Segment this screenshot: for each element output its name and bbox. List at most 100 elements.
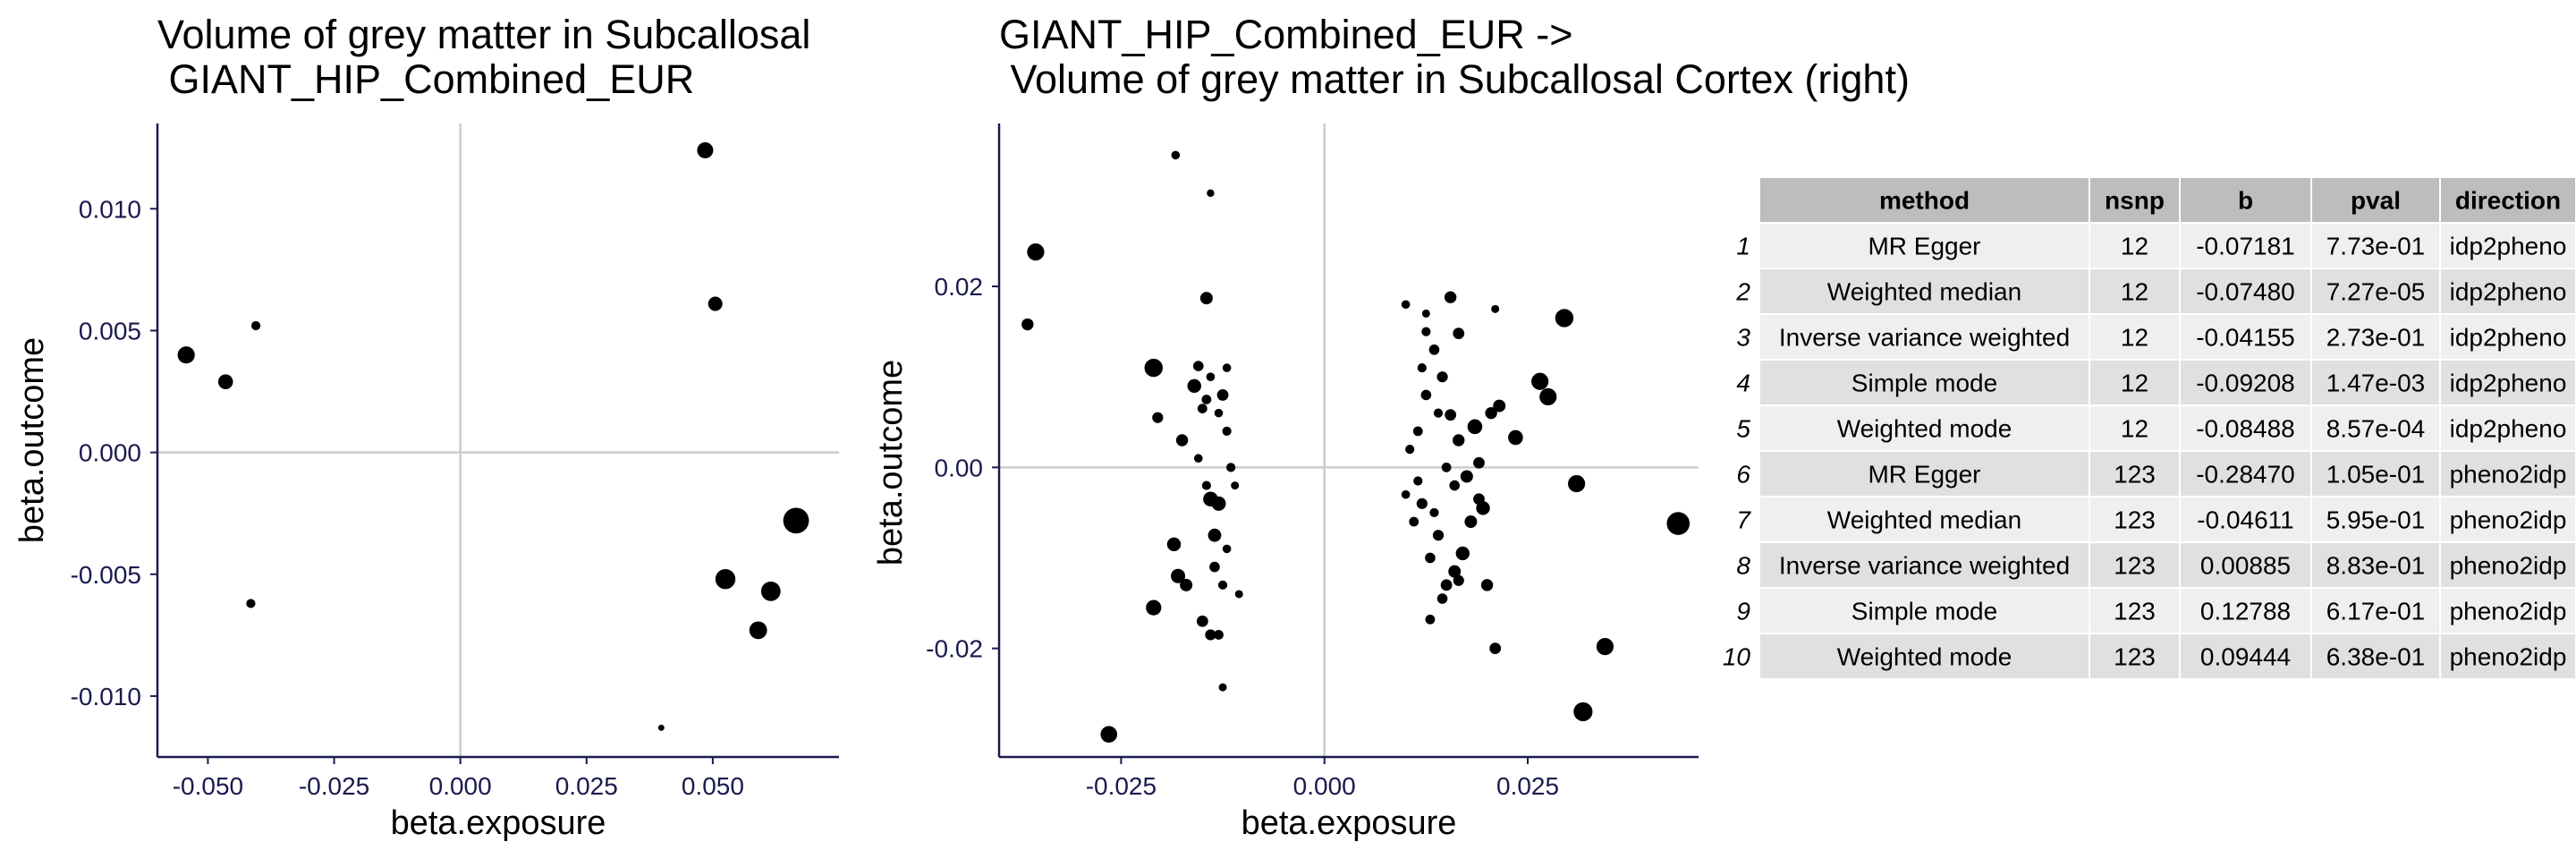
table-cell: 7.27e-05 [2326, 278, 2426, 306]
table-cell: Weighted mode [1837, 643, 2012, 671]
y-tick-label: -0.005 [71, 561, 141, 589]
table-cell-bg [2441, 361, 2575, 404]
table-cell-bg [2312, 543, 2439, 587]
data-point [1596, 638, 1614, 656]
table-header-cell: nsnp [2105, 187, 2165, 215]
table-cell-bg [2181, 406, 2310, 450]
data-point [1555, 309, 1574, 327]
chart-title-line-1: Volume of grey matter in Subcallosal [157, 12, 810, 57]
table-cell-bg [2312, 498, 2439, 541]
data-point [1199, 292, 1213, 305]
table-cell: Weighted mode [1837, 415, 2012, 443]
table-cell-bg [2312, 269, 2439, 313]
y-tick-label: 0.010 [79, 195, 141, 223]
table-cell-bg [2090, 361, 2179, 404]
table-cell-bg [2312, 315, 2439, 359]
table-cell-bg [1760, 543, 2089, 587]
table-cell: -0.09208 [2196, 370, 2295, 397]
table-cell-bg [1760, 498, 2089, 541]
table-cell: 1.05e-01 [2326, 461, 2426, 489]
table-header-cell-bg [2441, 178, 2575, 222]
data-point [1180, 578, 1193, 591]
table-cell: 12 [2121, 324, 2148, 352]
data-point [1171, 150, 1181, 160]
x-tick-labels: -0.025 0.000 0.025 [1086, 757, 1559, 800]
table-cell-bg [2181, 634, 2310, 678]
table-cell: 5.95e-01 [2326, 506, 2426, 534]
table-row-number: 3 [1736, 324, 1750, 352]
table-cell-bg [2312, 589, 2439, 633]
table-cell-bg [1760, 315, 2089, 359]
data-point [1166, 537, 1182, 552]
data-point [1489, 642, 1502, 655]
table-row-number: 2 [1735, 278, 1750, 306]
table-cell-bg [1760, 269, 2089, 313]
table-cell: 6.38e-01 [2326, 643, 2426, 671]
table-cell: pheno2idp [2450, 643, 2567, 671]
table-cell: -0.08488 [2196, 415, 2295, 443]
table-row-number: 1 [1736, 233, 1750, 260]
table-cell-bg [2312, 634, 2439, 678]
table-row-number: 8 [1736, 552, 1750, 580]
data-point [1401, 300, 1411, 310]
table-cell-bg [2441, 269, 2575, 313]
y-tick-label: 0.00 [935, 454, 984, 481]
data-point [1460, 470, 1473, 483]
table-cell: 123 [2114, 643, 2156, 671]
y-tick-label: -0.010 [71, 683, 141, 710]
table-cell: idp2pheno [2450, 415, 2567, 443]
table-cell-bg [2090, 452, 2179, 496]
table-cell: -0.28470 [2196, 461, 2295, 489]
data-point [1193, 454, 1203, 464]
data-point [1171, 568, 1186, 583]
data-point [1222, 544, 1232, 554]
data-point [1433, 408, 1444, 418]
table-cell: -0.07480 [2196, 278, 2295, 306]
table-cell: 123 [2114, 461, 2156, 489]
scatter-panel-left: Volume of grey matter in Subcallosal GIA… [13, 12, 839, 842]
data-point [1453, 574, 1464, 586]
x-tick-label: 0.025 [1496, 772, 1559, 800]
table-cell: 6.17e-01 [2326, 598, 2426, 625]
table-cell: pheno2idp [2450, 552, 2567, 580]
table-cell-bg [1760, 452, 2089, 496]
data-point [1021, 318, 1034, 331]
table-cell-bg [2181, 498, 2310, 541]
data-point [1453, 434, 1465, 447]
results-table: method nsnp b pval direction 1 MR Egger 12 -0.07… [1723, 178, 2575, 678]
table-header-cell-bg [2312, 178, 2439, 222]
data-point [1480, 579, 1494, 591]
table-cell-bg [2090, 634, 2179, 678]
chart-title-line-2: Volume of grey matter in Subcallosal Cor… [999, 56, 1910, 102]
data-point [1100, 726, 1118, 744]
data-point [1216, 389, 1229, 401]
table-cell-bg [2181, 543, 2310, 587]
data-point [1455, 546, 1470, 561]
table-header-cell-bg [2090, 178, 2179, 222]
table-cell: 12 [2121, 415, 2148, 443]
data-point [708, 296, 723, 311]
table-cell: Inverse variance weighted [1779, 552, 2070, 580]
data-point [1441, 462, 1452, 472]
table-cell-bg [2090, 224, 2179, 268]
table-cell-bg [2441, 589, 2575, 633]
data-point [1485, 406, 1497, 420]
data-point [1234, 590, 1243, 599]
data-point [1196, 615, 1208, 627]
data-point [1187, 378, 1201, 394]
table-cell-bg [2181, 452, 2310, 496]
data-point [1445, 409, 1457, 421]
data-point [1453, 327, 1465, 340]
table-cell-bg [2090, 498, 2179, 541]
table-cell: -0.04611 [2197, 506, 2293, 534]
table-cell-bg [2312, 452, 2439, 496]
data-point [1421, 327, 1431, 336]
table-cell: 0.00885 [2200, 552, 2291, 580]
table-cell-bg [2441, 634, 2575, 678]
table-cell-bg [2181, 269, 2310, 313]
table-cell: -0.07181 [2196, 233, 2295, 260]
scatter-panel-right: GIANT_HIP_Combined_EUR -> Volume of grey… [872, 12, 1910, 842]
table-cell: Simple mode [1852, 370, 1997, 397]
data-point [1568, 474, 1586, 493]
data-point [1401, 489, 1411, 499]
